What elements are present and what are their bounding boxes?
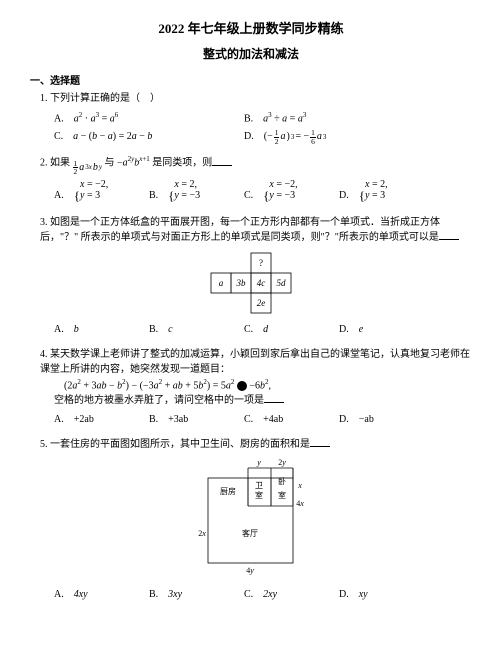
svg-text:a: a: [219, 278, 224, 288]
q5-opt-a: A. 4xy: [54, 586, 149, 604]
svg-text:2x: 2x: [198, 529, 206, 538]
q3-opt-d: D. e: [339, 321, 434, 339]
q4-stem: 4. 某天数学课上老师讲了整式的加减运算，小颖回到家后拿出自己的课堂笔记，认真地…: [40, 347, 472, 377]
q4-opt-d: D. −ab: [339, 411, 434, 429]
q1-opt-b: B. a3 ÷ a = a3: [244, 109, 434, 128]
svg-text:?: ?: [259, 258, 263, 268]
svg-text:室: 室: [255, 490, 263, 500]
svg-text:x: x: [297, 481, 302, 490]
q5-opt-b: B. 3xy: [149, 586, 244, 604]
q2-opt-a: A. {x = −2,y = 3: [54, 179, 149, 207]
q5-opt-c: C. 2xy: [244, 586, 339, 604]
svg-text:4y: 4y: [246, 566, 254, 575]
svg-text:4c: 4c: [257, 278, 266, 288]
q3-opt-a: A. b: [54, 321, 149, 339]
q2-opt-d: D. {x = 2,y = 3: [339, 179, 434, 207]
ink-blot-icon: [237, 381, 247, 391]
question-5: 5. 一套住房的平面图如图所示，其中卫生间、厨房的面积和是 y 2y 厨房 卫 …: [30, 437, 472, 604]
q1-opt-a: A. a2 · a3 = a6: [54, 109, 244, 128]
svg-text:y: y: [256, 458, 261, 467]
svg-text:客厅: 客厅: [242, 528, 258, 538]
svg-text:2e: 2e: [257, 298, 266, 308]
title-sub: 整式的加法和减法: [30, 45, 472, 62]
q3-opt-b: B. c: [149, 321, 244, 339]
svg-text:厨房: 厨房: [220, 486, 236, 496]
question-2: 2. 如果 12a3xby 与 −a2ybx+1 是同类项，则 A. {x = …: [30, 154, 472, 207]
q5-diagram: y 2y 厨房 卫 室 卧 室 客厅 4x 2x 4y x: [30, 458, 472, 580]
section-heading: 一、选择题: [30, 72, 472, 87]
question-1: 1. 下列计算正确的是（ ） A. a2 · a3 = a6 B. a3 ÷ a…: [30, 91, 472, 146]
q1-opt-d: D. (−12a)3 = −16a3: [244, 128, 434, 146]
q4-opt-a: A. +2ab: [54, 411, 149, 429]
svg-text:5d: 5d: [277, 278, 287, 288]
svg-text:卧: 卧: [278, 477, 286, 486]
q4-opt-c: C. +4ab: [244, 411, 339, 429]
svg-text:卫: 卫: [255, 481, 263, 490]
question-3: 3. 如图是一个正方体纸盒的平面展开图，每一个正方形内部都有一个单项式．当折成正…: [30, 215, 472, 339]
q3-stem: 3. 如图是一个正方体纸盒的平面展开图，每一个正方形内部都有一个单项式．当折成正…: [40, 215, 472, 245]
q3-opt-c: C. d: [244, 321, 339, 339]
q2-stem: 2. 如果 12a3xby 与 −a2ybx+1 是同类项，则: [40, 154, 472, 175]
svg-text:室: 室: [278, 490, 286, 500]
q5-stem: 5. 一套住房的平面图如图所示，其中卫生间、厨房的面积和是: [40, 437, 472, 452]
title-main: 2022 年七年级上册数学同步精练: [30, 18, 472, 37]
q2-opt-b: B. {x = 2,y = −3: [149, 179, 244, 207]
q5-opt-d: D. xy: [339, 586, 434, 604]
svg-text:3b: 3b: [236, 278, 247, 288]
q1-stem: 1. 下列计算正确的是（ ）: [40, 91, 472, 106]
question-4: 4. 某天数学课上老师讲了整式的加减运算，小颖回到家后拿出自己的课堂笔记，认真地…: [30, 347, 472, 429]
q4-opt-b: B. +3ab: [149, 411, 244, 429]
svg-text:2y: 2y: [278, 458, 286, 467]
q4-equation: (2a2 + 3ab − b2) − (−3a2 + ab + 5b2) = 5…: [64, 377, 472, 393]
q4-stem2: 空格的地方被墨水弄脏了，请问空格中的一项是: [54, 393, 472, 408]
svg-text:4x: 4x: [296, 499, 304, 508]
q3-diagram: ? a 3b 4c 5d 2e: [30, 251, 472, 315]
q1-opt-c: C. a − (b − a) = 2a − b: [54, 128, 244, 146]
q2-opt-c: C. {x = −2,y = −3: [244, 179, 339, 207]
